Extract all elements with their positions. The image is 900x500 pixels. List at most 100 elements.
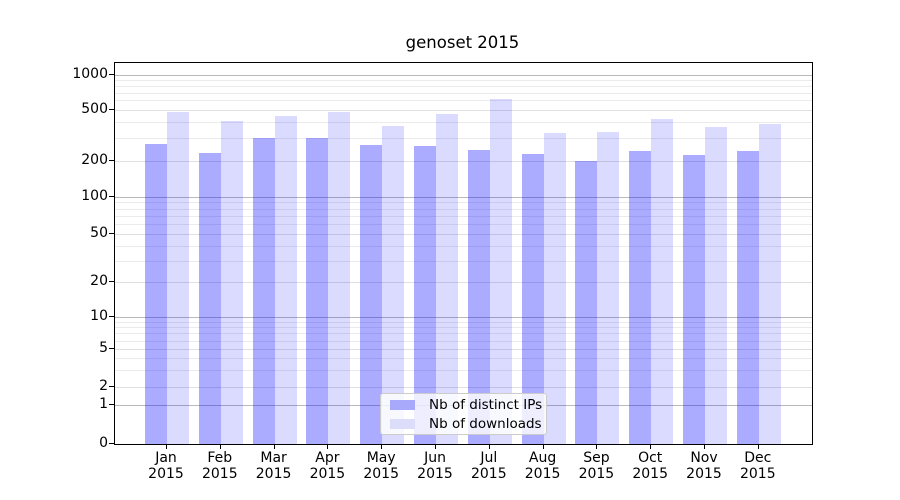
gridline-y-8	[115, 327, 812, 329]
y-tick-label-100: 100	[81, 187, 108, 204]
gridline-y-6	[115, 340, 812, 342]
y-tick-label-200: 200	[81, 151, 108, 168]
gridline-y-1000	[115, 75, 812, 76]
chart-title: genoset 2015	[405, 33, 520, 52]
x-tick-label-mar: Mar 2015	[255, 450, 292, 482]
bar-feb-2015-distinct-ips	[198, 152, 221, 444]
bar-may-2015-downloads	[382, 125, 405, 444]
x-tick-label-apr: Apr 2015	[309, 450, 346, 482]
gridline-y-600	[115, 100, 812, 102]
gridline-y-60	[115, 224, 812, 226]
x-tick-label-nov: Nov 2015	[686, 450, 722, 482]
y-tick-mark-2	[109, 386, 114, 387]
bar-feb-2015-downloads	[220, 120, 243, 444]
x-tick-mark-sep	[596, 444, 598, 449]
x-tick-label-sep: Sep 2015	[578, 450, 615, 482]
y-tick-label-50: 50	[90, 225, 108, 241]
y-tick-mark-1000	[109, 74, 114, 75]
gridline-y-40	[115, 245, 812, 247]
x-tick-mark-jan	[166, 444, 167, 449]
legend-swatch-distinct-ips	[390, 399, 415, 410]
gridline-y-3	[115, 370, 812, 372]
x-tick-mark-aug	[542, 444, 544, 449]
gridline-y-10	[115, 317, 812, 318]
x-tick-mark-mar	[273, 444, 275, 449]
gridline-y-300	[115, 137, 812, 139]
bar-jun-2015-distinct-ips	[414, 145, 436, 444]
y-tick-label-10: 10	[90, 308, 108, 324]
x-tick-label-aug: Aug 2015	[524, 450, 561, 482]
gridline-y-900	[115, 80, 812, 82]
y-tick-mark-5	[109, 348, 114, 349]
bar-oct-2015-distinct-ips	[629, 151, 652, 444]
y-tick-label-0: 0	[99, 435, 108, 451]
y-tick-label-1000: 1000	[72, 66, 108, 82]
bar-jul-2015-distinct-ips	[467, 149, 490, 444]
bar-sep-2015-downloads	[597, 132, 620, 444]
legend-label-distinct-ips: Nb of distinct IPs	[429, 396, 543, 413]
x-tick-mark-dec	[757, 444, 759, 449]
bar-dec-2015-downloads	[758, 124, 781, 444]
legend-label-downloads: Nb of downloads	[429, 415, 542, 432]
gridline-y-80	[115, 208, 812, 210]
y-tick-mark-500	[109, 108, 114, 110]
x-tick-label-jun: Jun 2015	[417, 450, 453, 482]
x-tick-label-jan: Jan 2015	[148, 450, 184, 482]
legend: Nb of distinct IPs Nb of downloads	[380, 393, 547, 435]
gridline-y-500	[115, 109, 812, 111]
bar-may-2015-distinct-ips	[360, 145, 383, 444]
gridline-y-2	[115, 387, 812, 388]
x-tick-label-oct: Oct 2015	[632, 450, 668, 482]
y-tick-mark-100	[109, 195, 114, 197]
bar-apr-2015-downloads	[328, 111, 351, 444]
bar-mar-2015-distinct-ips	[252, 137, 275, 444]
bar-oct-2015-downloads	[651, 118, 674, 444]
legend-item-distinct-ips: Nb of distinct IPs	[387, 396, 543, 413]
gridline-y-9	[115, 321, 812, 323]
y-tick-mark-200	[109, 159, 114, 161]
y-tick-label-1: 1	[99, 396, 108, 412]
legend-swatch-downloads	[390, 418, 415, 429]
plot-area	[114, 62, 813, 445]
gridline-y-100	[115, 196, 812, 198]
bar-sep-2015-distinct-ips	[575, 161, 598, 444]
legend-item-downloads: Nb of downloads	[387, 415, 542, 432]
y-tick-label-5: 5	[99, 340, 108, 356]
bar-aug-2015-downloads	[543, 132, 566, 444]
bar-nov-2015-downloads	[705, 127, 727, 444]
x-tick-mark-feb	[219, 444, 221, 449]
x-tick-mark-nov	[704, 444, 705, 449]
x-tick-mark-may	[381, 444, 383, 449]
gridline-y-90	[115, 202, 812, 204]
y-tick-mark-20	[109, 281, 114, 282]
gridline-y-50	[115, 234, 812, 235]
gridline-y-7	[115, 333, 812, 335]
bar-apr-2015-distinct-ips	[306, 137, 329, 444]
y-tick-mark-10	[109, 316, 114, 317]
y-tick-mark-0	[109, 443, 114, 444]
gridline-y-20	[115, 282, 812, 283]
y-tick-label-20: 20	[90, 273, 108, 289]
bar-jun-2015-downloads	[436, 114, 458, 444]
gridline-y-30	[115, 260, 812, 262]
bar-jan-2015-downloads	[167, 112, 189, 444]
gridline-y-5	[115, 349, 812, 350]
gridline-y-800	[115, 86, 812, 88]
gridline-y-400	[115, 121, 812, 123]
x-tick-mark-oct	[650, 444, 652, 449]
bar-aug-2015-distinct-ips	[521, 153, 544, 444]
y-tick-label-2: 2	[99, 378, 108, 394]
bar-nov-2015-distinct-ips	[683, 154, 705, 444]
gridline-y-700	[115, 92, 812, 94]
bar-jul-2015-downloads	[489, 98, 512, 444]
x-tick-label-jul: Jul 2015	[470, 450, 507, 482]
y-tick-mark-1	[109, 404, 114, 405]
y-tick-mark-50	[109, 233, 114, 234]
bar-dec-2015-distinct-ips	[736, 151, 759, 444]
bar-jan-2015-distinct-ips	[145, 143, 167, 444]
x-tick-mark-jun	[435, 444, 436, 449]
gridline-y-4	[115, 358, 812, 360]
gridline-y-200	[115, 160, 812, 162]
gridline-y-70	[115, 215, 812, 217]
